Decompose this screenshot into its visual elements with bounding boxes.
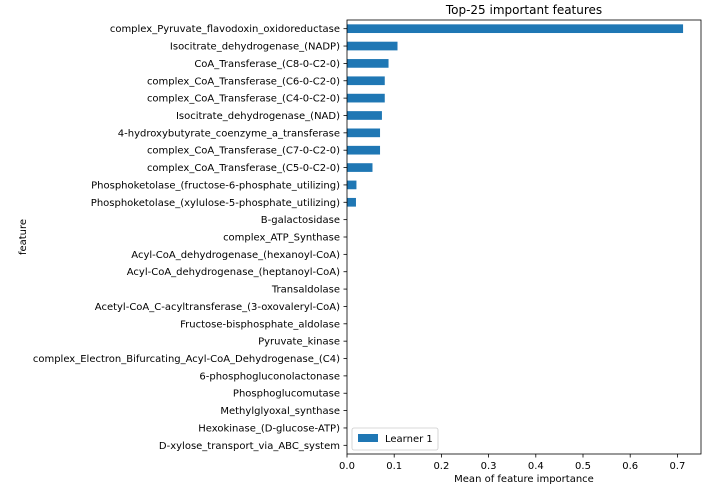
x-tick-label: 0.5 [575, 461, 591, 472]
y-tick-label: Phosphoglucomutase [233, 389, 340, 400]
x-tick-label: 0.1 [386, 461, 402, 472]
bar [347, 76, 385, 86]
bar [347, 128, 381, 138]
y-tick-label: Pyruvate_kinase [258, 337, 340, 348]
y-tick-label: Acetyl-CoA_C-acyltransferase_(3-oxovaler… [95, 302, 340, 313]
bar [347, 163, 373, 172]
y-tick-label: complex_Pyruvate_flavodoxin_oxidoreducta… [110, 24, 340, 35]
y-tick-label: complex_CoA_Transferase_(C7-0-C2-0) [147, 146, 340, 157]
x-tick-label: 0.2 [433, 461, 449, 472]
chart-title: Top-25 important features [445, 3, 602, 17]
y-tick-label: complex_CoA_Transferase_(C4-0-C2-0) [147, 94, 340, 105]
bar [347, 41, 398, 51]
x-tick-label: 0.6 [622, 461, 638, 472]
y-axis: complex_Pyruvate_flavodoxin_oxidoreducta… [33, 24, 347, 452]
legend-frame [351, 427, 439, 451]
y-tick-label: complex_CoA_Transferase_(C5-0-C2-0) [147, 163, 340, 174]
y-tick-label: Fructose-bisphosphate_aldolase [180, 319, 340, 330]
x-tick-label: 0.3 [481, 461, 497, 472]
legend-swatch [358, 434, 378, 442]
y-axis-title: feature [18, 219, 29, 255]
bar [347, 59, 389, 68]
y-tick-label: Methylglyoxal_synthase [220, 406, 340, 417]
y-tick-label: D-xylose_transport_via_ABC_system [159, 441, 340, 452]
y-tick-label: Isocitrate_dehydrogenase_(NAD) [176, 111, 340, 122]
y-tick-label: complex_ATP_Synthase [223, 233, 340, 244]
y-tick-label: Hexokinase_(D-glucose-ATP) [198, 423, 340, 434]
bar [347, 145, 381, 155]
y-tick-label: Transaldolase [271, 285, 340, 296]
bar [347, 111, 382, 120]
x-tick-label: 0.4 [528, 461, 544, 472]
legend-label: Learner 1 [385, 434, 433, 445]
y-tick-label: Acyl-CoA_dehydrogenase_(heptanoyl-CoA) [127, 267, 340, 278]
x-axis: 0.0 0.1 0.2 0.3 0.4 0.5 0.6 0.7 [339, 454, 685, 472]
y-tick-label: CoA_Transferase_(C8-0-C2-0) [194, 59, 340, 70]
x-axis-title: Mean of feature importance [454, 474, 594, 485]
y-tick-label: 4-hydroxybutyrate_coenzyme_a_transferase [118, 128, 340, 139]
y-tick-label: Phosphoketolase_(xylulose-5-phosphate_ut… [91, 198, 340, 209]
bar [347, 93, 385, 103]
y-tick-label: complex_CoA_Transferase_(C6-0-C2-0) [147, 76, 340, 87]
y-tick-label: 6-phosphogluconolactonase [199, 371, 340, 382]
bars-group [347, 24, 684, 207]
legend: Learner 1 [351, 427, 439, 451]
bar [347, 24, 684, 34]
y-tick-label: Acyl-CoA_dehydrogenase_(hexanoyl-CoA) [131, 250, 340, 261]
bar [347, 180, 357, 190]
y-tick-label: Phosphoketolase_(fructose-6-phosphate_ut… [91, 180, 340, 191]
y-tick-label: complex_Electron_Bifurcating_Acyl-CoA_De… [33, 354, 340, 365]
x-tick-label: 0.7 [669, 461, 685, 472]
bar [347, 197, 356, 207]
x-tick-label: 0.0 [339, 461, 355, 472]
y-tick-label: Isocitrate_dehydrogenase_(NADP) [170, 42, 340, 53]
y-tick-label: B-galactosidase [261, 215, 340, 226]
